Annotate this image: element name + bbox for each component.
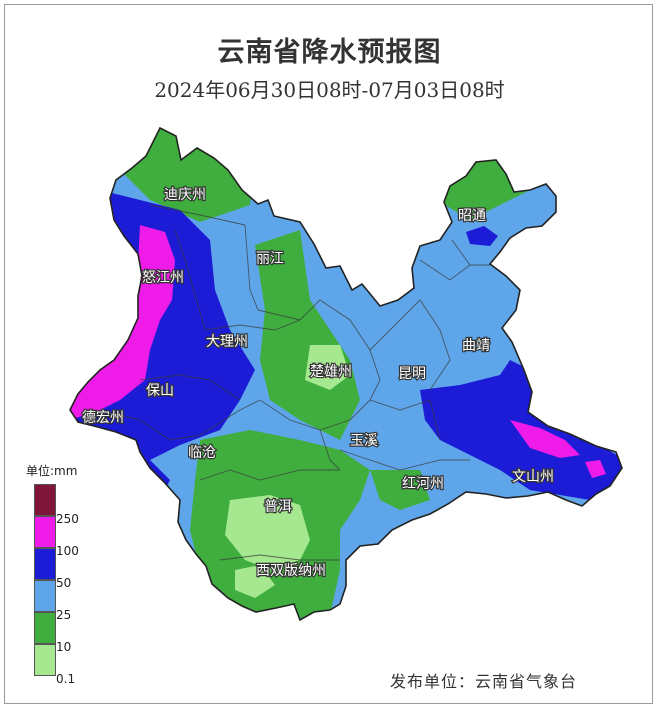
- map-frame: [4, 4, 653, 704]
- city-label-honghe: 红河州: [402, 476, 444, 492]
- city-label-kunming: 昆明: [398, 366, 426, 382]
- city-label-lijiang: 丽江: [256, 251, 284, 267]
- rain-zone-0-10: [235, 565, 275, 598]
- rain-zone-50-100: [70, 190, 255, 500]
- legend-label: 25: [56, 608, 72, 622]
- legend-swatch: [34, 580, 56, 612]
- city-label-dali: 大理州: [206, 334, 248, 350]
- city-label-diqing: 迪庆州: [164, 187, 206, 203]
- city-label-baoshan: 保山: [146, 383, 174, 399]
- legend-label: 50: [56, 576, 72, 590]
- city-label-lincang: 临沧: [188, 444, 216, 461]
- legend-label: 250: [56, 512, 79, 526]
- city-label-nujiang: 怒江州: [142, 270, 184, 286]
- rain-zone-0-10: [225, 495, 310, 570]
- city-label-yuxi: 玉溪: [350, 433, 378, 449]
- rain-zone-10-25: [255, 230, 360, 440]
- rain-zone-50-100: [466, 226, 498, 246]
- legend-label: 10: [56, 640, 72, 654]
- city-label-dehong: 德宏州: [82, 410, 124, 426]
- rain-zone-0-10: [305, 345, 350, 390]
- province-outline: [69, 126, 623, 622]
- legend-swatch: [34, 516, 56, 548]
- rain-zone-100-250: [510, 420, 580, 458]
- legend-swatch: [34, 548, 56, 580]
- city-label-xishuangbanna: 西双版纳州: [256, 563, 326, 579]
- city-label-chuxiong: 楚雄州: [310, 364, 352, 380]
- rain-zone-100-250: [585, 460, 606, 478]
- legend-label: 0.1: [56, 672, 76, 686]
- rain-zone-10-25: [370, 470, 430, 510]
- rain-zone-100-250: [70, 225, 175, 420]
- legend-swatch: [34, 484, 56, 516]
- publisher-credit: 发布单位：云南省气象台: [390, 672, 578, 691]
- legend-unit: 单位:mm: [26, 464, 78, 478]
- city-label-puer: 普洱: [264, 499, 292, 515]
- city-label-qujing: 曲靖: [462, 338, 490, 354]
- prefecture-boundaries: [99, 204, 490, 561]
- legend: [34, 484, 56, 676]
- legend-label: 100: [56, 544, 79, 558]
- map-title: 云南省降水预报图: [217, 37, 442, 68]
- city-label-zhaotong: 昭通: [458, 208, 486, 224]
- legend-swatch: [34, 644, 56, 676]
- city-label-wenshan: 文山州: [512, 469, 554, 485]
- map-subtitle: 2024年06月30日08时-07月03日08时: [154, 78, 505, 102]
- legend-swatch: [34, 612, 56, 644]
